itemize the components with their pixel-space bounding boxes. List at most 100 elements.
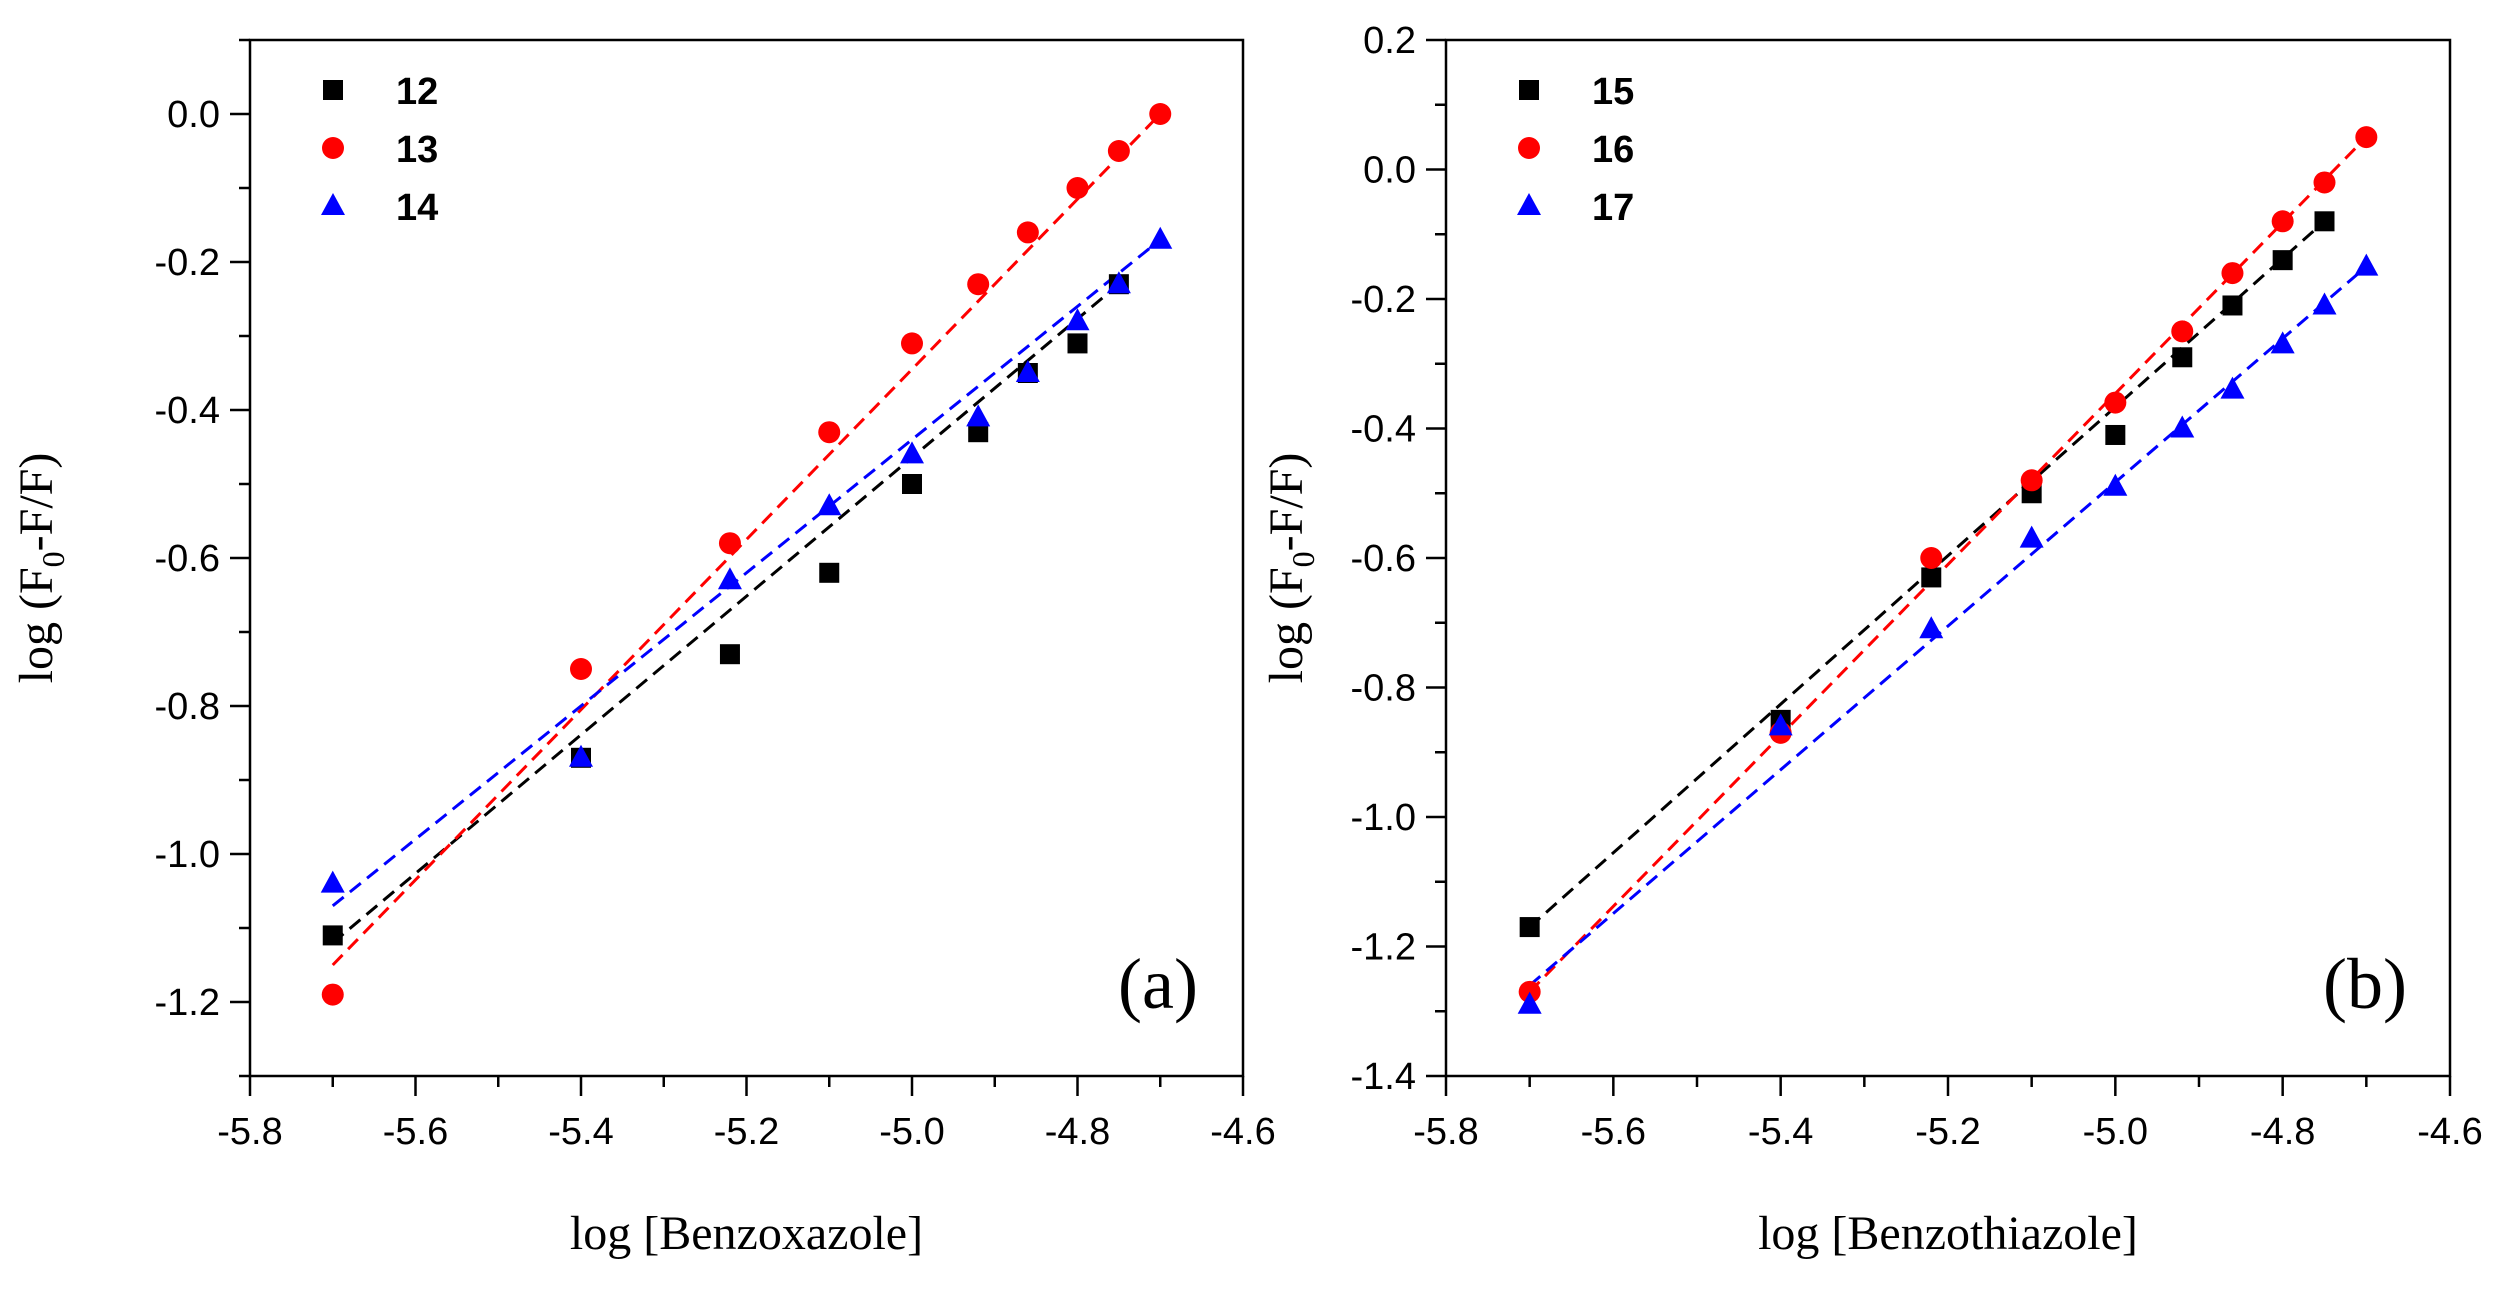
legend-label-13: 13: [396, 129, 438, 171]
x-axis-title: log [Benzothiazole]: [1758, 1207, 2138, 1260]
data-point-13: [967, 273, 990, 296]
data-point-17: [2354, 253, 2379, 276]
y-tick-label: -0.4: [1351, 409, 1416, 451]
data-point-14: [569, 744, 593, 767]
y-tick-label: -0.4: [155, 390, 220, 432]
x-tick-label: -5.2: [1915, 1111, 1980, 1153]
chart-panel-a: -5.8 -5.6 -5.4 -5.2 -5.0 -4.8 -4.6 -1.2 -1.0 -0.8…: [10, 38, 1276, 1260]
y-tick-label: -0.2: [155, 242, 220, 284]
data-point-14: [1148, 226, 1173, 249]
y-tick-label: -0.8: [155, 686, 220, 728]
legend-marker-15: [1519, 80, 1539, 100]
data-point-15: [1519, 917, 1540, 938]
data-point-15: [1921, 567, 1942, 588]
data-point-17: [2170, 415, 2195, 438]
data-point-14: [717, 567, 742, 590]
data-point-14: [817, 493, 842, 516]
data-point-16: [2221, 262, 2244, 285]
y-tick-label: -1.0: [155, 834, 220, 876]
legend-marker-17: [1517, 193, 1541, 215]
y-axis-title-subscript: 0: [35, 551, 71, 567]
data-point-15: [2314, 211, 2335, 232]
data-point-12: [322, 925, 343, 946]
data-point-12: [968, 422, 989, 443]
data-point-16: [2020, 469, 2043, 492]
data-point-17: [2220, 376, 2245, 399]
legend-marker-14: [321, 193, 345, 215]
x-tick-label: -5.0: [879, 1111, 944, 1153]
data-point-14: [1065, 308, 1090, 331]
y-axis-title-subscript: 0: [1285, 551, 1321, 567]
y-tick-label: -0.8: [1351, 668, 1416, 710]
panel-label: (b): [2323, 944, 2407, 1024]
x-tick-label: -5.4: [1748, 1111, 1813, 1153]
legend-label-12: 12: [396, 71, 438, 113]
y-tick-label: -1.0: [1351, 797, 1416, 839]
data-point-14: [1015, 360, 1040, 382]
legend-marker-12: [323, 80, 343, 100]
data-point-13: [321, 983, 344, 1006]
y-axis-title: log (F0-F/F): [1260, 453, 1321, 684]
data-point-15: [2105, 424, 2126, 445]
data-point-17: [1517, 991, 1542, 1014]
y-axis-title: log (F0-F/F): [10, 453, 71, 684]
data-point-17: [1768, 713, 1793, 736]
legend-marker-16: [1518, 137, 1540, 159]
legend-label-15: 15: [1592, 71, 1634, 113]
x-tick-label: -4.8: [1045, 1111, 1110, 1153]
legend-label-14: 14: [396, 187, 438, 229]
fit-line-13: [331, 112, 1162, 967]
data-point-16: [2313, 171, 2336, 194]
x-tick-label: -4.6: [1210, 1111, 1275, 1153]
data-point-12: [902, 474, 922, 494]
y-tick-label: -1.2: [1351, 927, 1416, 969]
y-axis-title-part: log (F: [10, 567, 63, 683]
data-point-16: [2271, 210, 2294, 233]
data-point-13: [1066, 177, 1089, 199]
x-tick-label: -5.8: [217, 1111, 282, 1153]
fit-line-12: [331, 283, 1120, 944]
data-point-13: [718, 532, 741, 555]
fit-line-16: [1528, 136, 2368, 993]
y-tick-label: -1.4: [1351, 1056, 1416, 1098]
data-point-17: [2270, 331, 2295, 354]
y-axis-title-part: -F/F): [1260, 453, 1313, 552]
x-tick-label: -5.4: [548, 1111, 613, 1153]
data-point-15: [2172, 347, 2193, 368]
y-tick-label: 0.0: [1363, 150, 1416, 192]
fit-line-14: [331, 238, 1162, 907]
x-tick-label: -5.6: [1581, 1111, 1646, 1153]
data-point-12: [1067, 333, 1088, 354]
data-point-12: [719, 644, 740, 665]
legend-marker-13: [322, 137, 344, 159]
y-tick-label: -1.2: [155, 982, 220, 1024]
data-point-16: [2104, 391, 2127, 414]
data-point-16: [2355, 126, 2378, 149]
data-point-12: [819, 562, 840, 583]
fit-line-17: [1528, 265, 2368, 987]
data-point-14: [1106, 271, 1131, 294]
y-tick-label: 0.2: [1363, 20, 1416, 62]
data-point-14: [966, 404, 991, 427]
data-point-13: [1107, 140, 1130, 162]
legend-label-17: 17: [1592, 187, 1634, 229]
data-point-13: [901, 332, 923, 355]
data-point-16: [1920, 547, 1943, 569]
data-point-15: [2222, 295, 2243, 316]
data-point-13: [570, 658, 592, 680]
y-axis-title-part: log (F: [1260, 567, 1313, 683]
data-point-17: [2312, 292, 2337, 315]
data-point-13: [1149, 103, 1172, 125]
x-tick-label: -5.0: [2083, 1111, 2148, 1153]
data-point-17: [1919, 616, 1944, 639]
data-point-13: [818, 421, 841, 444]
x-tick-label: -5.8: [1413, 1111, 1478, 1153]
y-tick-label: -0.6: [1351, 538, 1416, 580]
data-point-16: [2171, 320, 2194, 343]
data-point-15: [2272, 250, 2293, 271]
y-axis-title-part: -F/F): [10, 453, 63, 552]
x-tick-label: -4.8: [2250, 1111, 2315, 1153]
data-point-17: [2103, 473, 2128, 496]
x-tick-label: -5.2: [714, 1111, 779, 1153]
